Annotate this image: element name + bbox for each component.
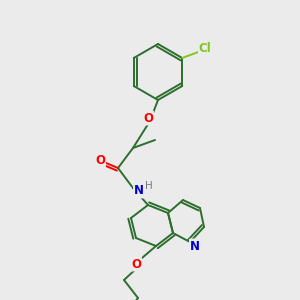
Text: O: O [143,112,153,124]
Text: N: N [134,184,144,197]
Text: Cl: Cl [199,41,211,55]
Text: O: O [131,257,141,271]
Text: N: N [190,239,200,253]
Text: O: O [95,154,105,167]
Text: H: H [145,181,153,191]
